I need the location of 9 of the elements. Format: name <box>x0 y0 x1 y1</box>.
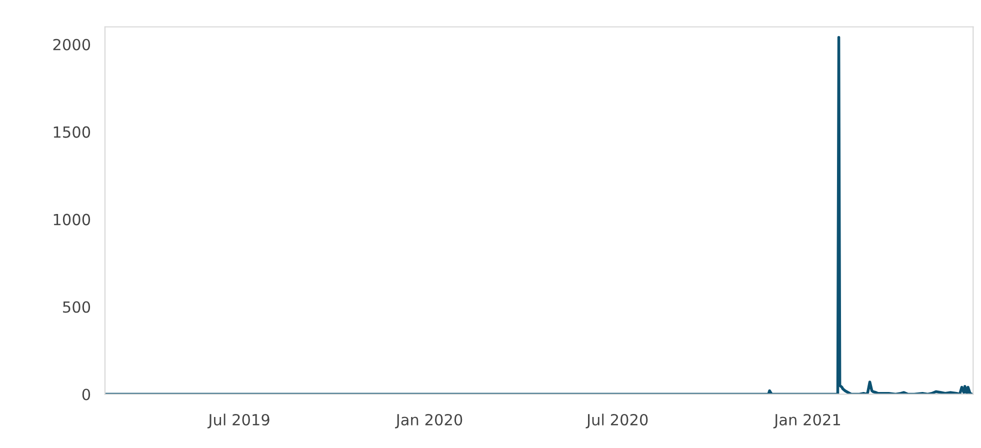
x-tick-label: Jan 2020 <box>395 414 462 428</box>
y-tick-label: 1000 <box>54 214 90 226</box>
x-tick-label: Jul 2019 <box>207 414 270 428</box>
y-tick-label: 500 <box>63 301 90 313</box>
x-tick-label: Jul 2020 <box>586 414 648 428</box>
y-tick-label: 2000 <box>53 38 90 50</box>
y-tick-label: 0 <box>82 388 90 400</box>
x-tick-label: Jan 2021 <box>773 414 840 428</box>
y-tick-label: 1500 <box>54 126 90 138</box>
